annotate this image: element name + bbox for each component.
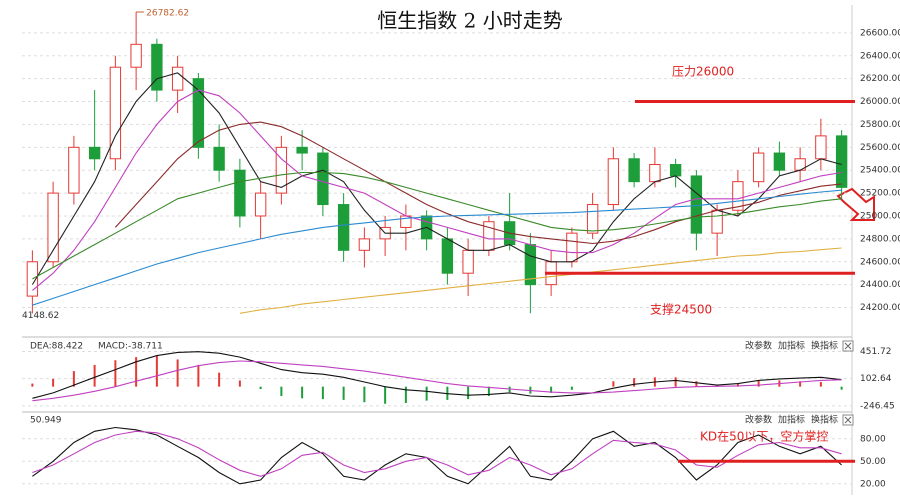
candle-body xyxy=(47,192,59,263)
candle-body xyxy=(607,158,620,206)
y-tick-label: 26600.00 xyxy=(860,28,900,38)
candle-body xyxy=(649,163,661,183)
indicator-line xyxy=(32,430,842,477)
indicator-line xyxy=(32,189,842,306)
indicator-line xyxy=(114,121,842,245)
indicator-line xyxy=(32,89,842,291)
y-tick-label: 24600.00 xyxy=(860,257,900,267)
y-tick-label: 26000.00 xyxy=(860,97,900,107)
candle-body xyxy=(68,146,80,194)
chart-title: 恒生指数 2 小时走势 xyxy=(377,9,562,33)
toolbar-button[interactable]: 换指标 xyxy=(811,414,838,426)
y-tick-label: 102.64 xyxy=(860,374,892,384)
y-tick-label: 26400.00 xyxy=(860,51,900,61)
close-icon xyxy=(844,416,852,424)
max-label: 26782.62 xyxy=(146,8,189,18)
y-tick-label: 25200.00 xyxy=(860,189,900,199)
candle-body xyxy=(462,249,474,274)
candle-body xyxy=(151,43,163,91)
toolbar-button[interactable]: 加指标 xyxy=(778,414,805,426)
toolbar-button[interactable]: 改参数 xyxy=(745,414,772,426)
indicator-value: 50.949 xyxy=(30,416,62,426)
candle-body xyxy=(752,152,765,183)
indicator-value: MACD:-38.711 xyxy=(98,342,163,352)
toolbar-button[interactable]: 换指标 xyxy=(811,340,838,352)
candle-body xyxy=(815,135,827,160)
y-tick-label: 80.00 xyxy=(860,434,886,444)
candle-body xyxy=(358,238,371,251)
indicator-line xyxy=(239,247,842,314)
candle-body xyxy=(234,169,246,217)
candle-body xyxy=(296,146,308,154)
indicator-line xyxy=(32,426,842,485)
toolbar-button[interactable]: 加指标 xyxy=(778,340,805,352)
candle-body xyxy=(835,135,848,188)
y-tick-label: 20.00 xyxy=(860,479,886,489)
candle-body xyxy=(441,238,454,274)
y-tick-label: 25400.00 xyxy=(860,166,900,176)
annotation-text: 支撑24500 xyxy=(650,302,712,317)
candle-body xyxy=(711,209,723,234)
indicator-line xyxy=(31,72,842,285)
candle-body xyxy=(88,146,101,160)
candle-body xyxy=(254,192,267,217)
candle-body xyxy=(192,78,205,148)
candle-body xyxy=(337,204,350,251)
y-tick-label: 25800.00 xyxy=(860,120,900,130)
y-tick-label: 24800.00 xyxy=(860,234,900,244)
y-tick-label: 24400.00 xyxy=(860,280,900,290)
y-tick-label: 50.00 xyxy=(860,457,886,467)
candle-body xyxy=(732,181,744,211)
candle-body xyxy=(130,43,142,68)
y-tick-label: 25600.00 xyxy=(860,143,900,153)
candle-body xyxy=(586,204,599,234)
min-label: 4148.62 xyxy=(22,311,59,321)
indicator-line xyxy=(32,351,842,399)
indicator-value: DEA:88.422 xyxy=(30,342,83,352)
close-icon xyxy=(844,342,852,350)
indicator-line xyxy=(32,171,842,280)
candle-body xyxy=(690,175,703,234)
y-tick-label: 451.72 xyxy=(860,347,892,357)
candle-body xyxy=(628,158,640,183)
y-tick-label: 25000.00 xyxy=(860,211,900,221)
candle-body xyxy=(109,66,122,160)
annotation-text: 压力26000 xyxy=(672,65,734,79)
y-tick-label: -246.45 xyxy=(860,401,895,411)
candle-body xyxy=(317,152,329,206)
candle-body xyxy=(26,261,39,297)
annotation-text: KD在50以下，空方掌控 xyxy=(700,429,828,444)
candle-body xyxy=(566,232,578,263)
candle-body xyxy=(275,146,288,194)
y-tick-label: 26200.00 xyxy=(860,74,900,84)
candle-body xyxy=(171,66,184,91)
indicator-line xyxy=(32,360,842,402)
candle-body xyxy=(773,152,786,171)
y-tick-label: 24200.00 xyxy=(860,303,900,313)
candle-body xyxy=(213,146,225,171)
candle-body xyxy=(669,163,682,177)
toolbar-button[interactable]: 改参数 xyxy=(745,340,772,352)
down-arrow xyxy=(836,187,875,221)
